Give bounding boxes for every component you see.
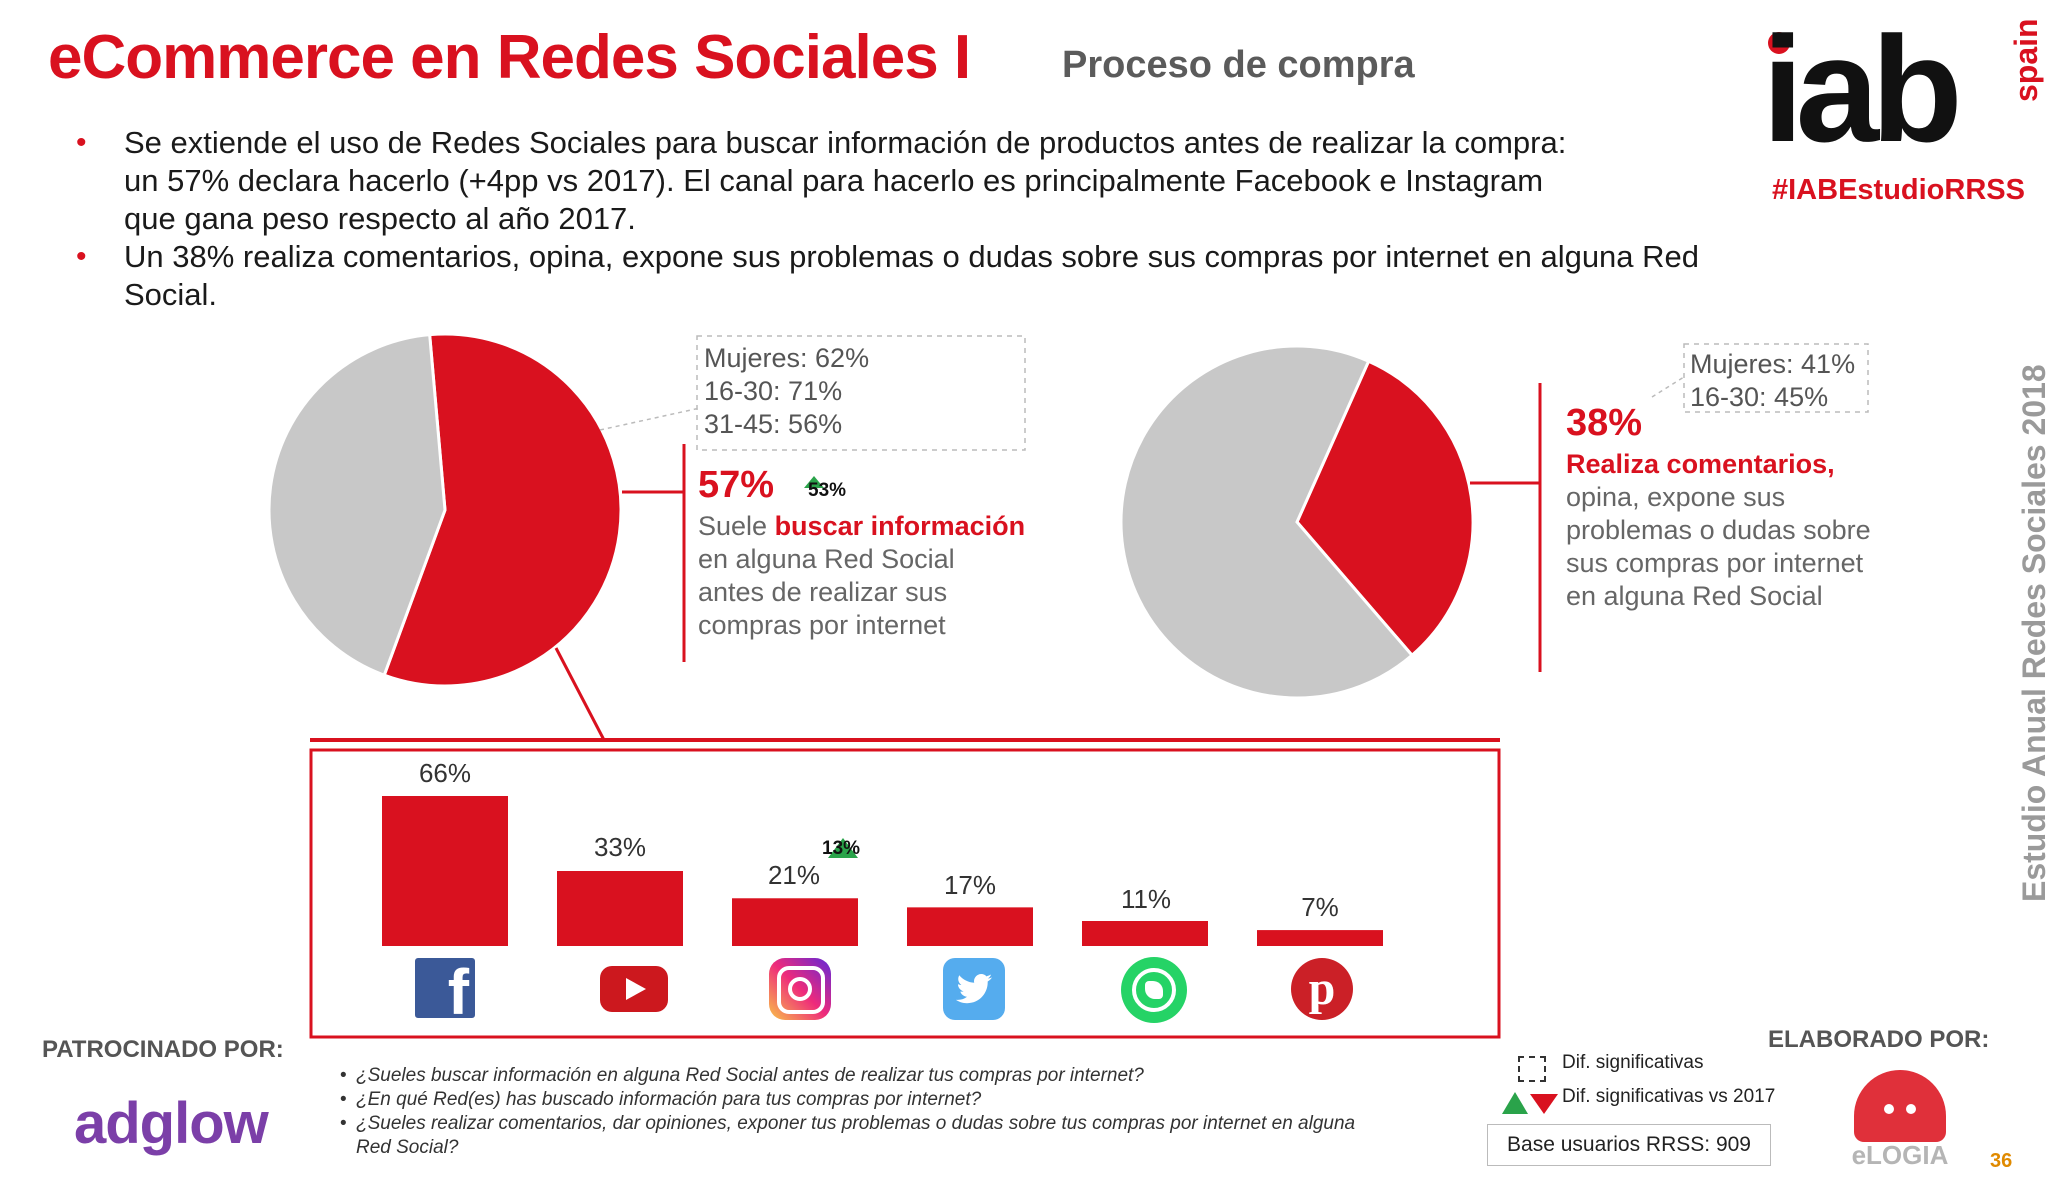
elogia-mascot-icon xyxy=(1854,1070,1946,1142)
stat-description: Suele buscar información en alguna Red S… xyxy=(698,510,1058,642)
sponsor-label: PATROCINADO POR: xyxy=(42,1036,284,1063)
prev-year-label: 13% xyxy=(822,838,861,859)
whatsapp-icon xyxy=(1121,957,1187,1023)
headline-stat: 57% xyxy=(698,464,775,506)
bar-value-label: 66% xyxy=(418,758,472,788)
breakdown-text: Mujeres: 41% 16-30: 45% xyxy=(1690,348,1880,414)
bullet-list: Se extiende el uso de Redes Sociales par… xyxy=(72,124,1712,314)
connector-line xyxy=(554,647,606,741)
youtube-icon xyxy=(600,966,668,1012)
pie-chart-comments xyxy=(1119,344,1475,700)
pinterest-p-glyph: p xyxy=(1308,962,1336,1015)
bar-value-label: 7% xyxy=(1301,892,1339,922)
bullet-item: Se extiende el uso de Redes Sociales par… xyxy=(72,124,1584,238)
hashtag: #IABEstudioRRSS xyxy=(1772,174,2025,206)
up-triangle-icon xyxy=(828,838,858,858)
breakdown-box xyxy=(1683,343,1869,413)
page-title: eCommerce en Redes Sociales I xyxy=(48,23,971,92)
desc-rest: opina, expone sus problemas o dudas sobr… xyxy=(1566,482,1871,611)
legend-sig: Dif. significativas xyxy=(1562,1052,1704,1073)
bar-value-label: 21% xyxy=(767,860,821,890)
bar-chart-bars xyxy=(382,796,1383,946)
connector-dashed xyxy=(599,407,701,431)
question-item: ¿Sueles buscar información en alguna Red… xyxy=(340,1064,1370,1088)
page-number: 36 xyxy=(1990,1150,2013,1172)
headline-stat: 38% xyxy=(1566,402,1643,444)
bar-instagram xyxy=(732,898,858,946)
bar-facebook xyxy=(382,796,508,946)
questions-list: ¿Sueles buscar información en alguna Red… xyxy=(340,1064,1370,1160)
desc-highlight: buscar información xyxy=(774,511,1026,541)
instagram-ring xyxy=(777,966,825,1014)
base-text: Base usuarios RRSS: 909 xyxy=(1507,1133,1751,1156)
breakdown-item: Mujeres: 62% xyxy=(704,343,870,373)
bar-youtube xyxy=(557,871,683,946)
pie-slice-no xyxy=(1119,344,1415,700)
bar-twitter xyxy=(907,907,1033,946)
base-box: Base usuarios RRSS: 909 xyxy=(1487,1124,1771,1166)
bar-chart-frame xyxy=(309,748,1501,1039)
bird-glyph xyxy=(955,974,993,1004)
elogia-text: eLOGIA xyxy=(1851,1140,1949,1170)
question-item: ¿En qué Red(es) has buscado información … xyxy=(340,1088,1370,1112)
instagram-lens xyxy=(788,977,812,1001)
breakdown-item: 16-30: 45% xyxy=(1690,382,1829,412)
desc-rest: en alguna Red Social antes de realizar s… xyxy=(698,544,955,640)
bar-value-label: 33% xyxy=(593,832,647,862)
elogia-logo: eLOGIA xyxy=(1848,1068,1952,1170)
breakdown-text: Mujeres: 62% 16-30: 71% 31-45: 56% xyxy=(704,342,1034,441)
bar-pinterest xyxy=(1257,930,1383,946)
desc-highlight: Realiza comentarios, xyxy=(1566,449,1835,479)
prev-year-label: 53% xyxy=(808,480,847,501)
phone-glyph xyxy=(1132,968,1176,1012)
stat-description: Realiza comentarios, opina, expone sus p… xyxy=(1566,448,1896,613)
phone-handset xyxy=(1145,981,1163,999)
play-glyph xyxy=(626,978,646,1000)
bullet-item: Un 38% realiza comentarios, opina, expon… xyxy=(72,238,1764,314)
connector-dashed xyxy=(1651,376,1685,398)
question-item: ¿Sueles realizar comentarios, dar opinio… xyxy=(340,1112,1356,1160)
made-by-label: ELABORADO POR: xyxy=(1768,1026,1990,1053)
breakdown-item: Mujeres: 41% xyxy=(1690,349,1856,379)
pie-chart-search xyxy=(267,332,623,688)
iab-dot-icon xyxy=(1768,32,1790,54)
page-subtitle: Proceso de compra xyxy=(1062,44,1415,86)
bar-value-label: 11% xyxy=(1120,884,1172,914)
up-triangle-icon xyxy=(804,476,824,488)
dashed-box-icon xyxy=(1518,1056,1546,1082)
sponsor-logo: adglow xyxy=(74,1091,269,1156)
desc-pre: Suele xyxy=(698,511,775,541)
bar-whatsapp xyxy=(1082,921,1208,946)
twitter-icon xyxy=(943,958,1005,1020)
pie-slice-sí xyxy=(1295,359,1475,658)
bar-value-label: 17% xyxy=(943,870,997,900)
pie-slice-no xyxy=(267,333,447,678)
breakdown-item: 31-45: 56% xyxy=(704,409,843,439)
elogia-eye-icon xyxy=(1884,1104,1894,1114)
facebook-f-glyph: f xyxy=(447,956,469,1028)
iab-logo-text: iab xyxy=(1762,5,1963,173)
pinterest-icon: p xyxy=(1291,958,1353,1020)
breakdown-box xyxy=(696,335,1026,451)
pie-slice-sí xyxy=(382,332,623,688)
facebook-icon: f xyxy=(415,958,475,1024)
instagram-icon xyxy=(769,958,831,1020)
breakdown-item: 16-30: 71% xyxy=(704,376,843,406)
legend-sig-2017: Dif. significativas vs 2017 xyxy=(1562,1086,1776,1107)
up-down-triangle-icon xyxy=(1502,1092,1558,1114)
elogia-eye-icon xyxy=(1906,1104,1916,1114)
iab-logo: iab spain xyxy=(1762,14,2044,172)
